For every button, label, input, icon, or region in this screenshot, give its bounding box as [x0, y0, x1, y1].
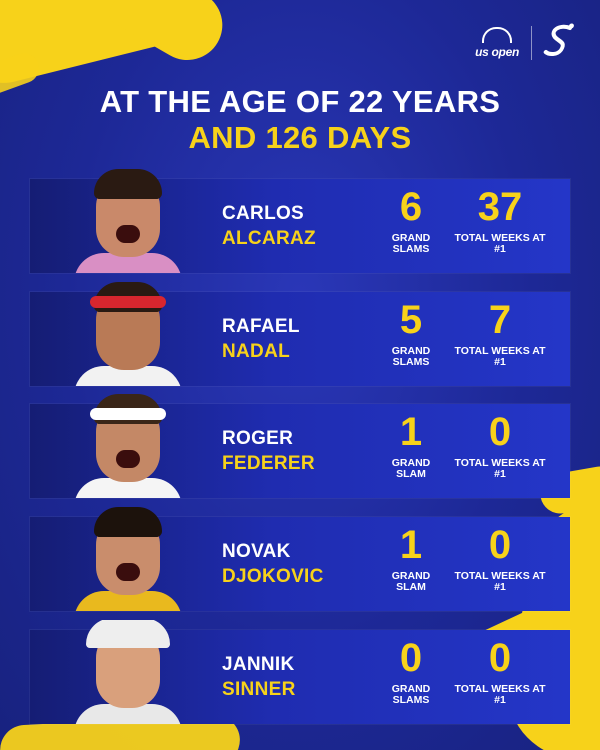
player-photo — [68, 620, 188, 724]
grand-slams-value: 5 — [399, 298, 423, 342]
cap — [86, 620, 170, 648]
grand-slams-value: 0 — [399, 636, 423, 680]
grand-slams-stat: 0 GRAND SLAMS — [378, 636, 444, 706]
tennis-ball-icon — [482, 27, 513, 43]
player-last-name: FEDERER — [222, 453, 315, 474]
player-card-djokovic: NOVAK DJOKOVIC 1 GRAND SLAM 0 TOTAL WEEK… — [30, 507, 570, 611]
weeks-at-1-stat: 0 TOTAL WEEKS AT #1 — [450, 636, 550, 706]
player-card-federer: ROGER FEDERER 1 GRAND SLAM 0 TOTAL WEEKS… — [30, 394, 570, 498]
player-photo — [68, 394, 188, 498]
grand-slams-stat: 1 GRAND SLAM — [378, 523, 444, 593]
us-open-logo: us open — [475, 27, 519, 59]
weeks-at-1-label: TOTAL WEEKS AT #1 — [454, 570, 546, 593]
player-first-name: RAFAEL — [222, 316, 300, 337]
grand-slams-stat: 6 GRAND SLAMS — [378, 185, 444, 255]
weeks-at-1-stat: 0 TOTAL WEEKS AT #1 — [450, 410, 550, 480]
weeks-at-1-label: TOTAL WEEKS AT #1 — [454, 345, 546, 368]
grand-slams-label: GRAND SLAM — [391, 570, 431, 593]
player-first-name: JANNIK — [222, 654, 295, 675]
player-last-name: ALCARAZ — [222, 228, 316, 249]
player-first-name: ROGER — [222, 428, 294, 449]
player-first-name: CARLOS — [222, 203, 305, 224]
grand-slams-stat: 5 GRAND SLAMS — [378, 298, 444, 368]
weeks-at-1-stat: 7 TOTAL WEEKS AT #1 — [450, 298, 550, 368]
logo-bar: us open — [475, 22, 574, 64]
player-card-sinner: JANNIK SINNER 0 GRAND SLAMS 0 TOTAL WEEK… — [30, 620, 570, 724]
grand-slams-value: 6 — [399, 185, 423, 229]
player-card-alcaraz: CARLOS ALCARAZ 6 GRAND SLAMS 37 TOTAL WE… — [30, 169, 570, 273]
logo-divider — [531, 26, 532, 60]
player-name: ROGER FEDERER — [222, 426, 315, 476]
player-photo — [68, 507, 188, 611]
weeks-at-1-label: TOTAL WEEKS AT #1 — [454, 457, 546, 480]
weeks-at-1-label: TOTAL WEEKS AT #1 — [454, 683, 546, 706]
supersport-logo-icon — [541, 22, 577, 64]
grand-slams-label: GRAND SLAM — [391, 457, 431, 480]
weeks-at-1-value: 37 — [477, 185, 523, 229]
grand-slams-label: GRAND SLAMS — [391, 683, 431, 706]
weeks-at-1-label: TOTAL WEEKS AT #1 — [454, 232, 546, 255]
weeks-at-1-value: 0 — [488, 523, 512, 567]
player-name: NOVAK DJOKOVIC — [222, 539, 324, 589]
weeks-at-1-value: 0 — [488, 410, 512, 454]
headline-line-2: AND 126 DAYS — [188, 120, 412, 155]
grand-slams-label: GRAND SLAMS — [391, 345, 431, 368]
weeks-at-1-stat: 0 TOTAL WEEKS AT #1 — [450, 523, 550, 593]
player-photo — [68, 169, 188, 273]
us-open-logo-text: us open — [475, 45, 519, 59]
player-last-name: NADAL — [222, 341, 290, 362]
grand-slams-label: GRAND SLAMS — [391, 232, 431, 255]
player-name: RAFAEL NADAL — [222, 314, 300, 364]
headline-line-1: AT THE AGE OF 22 YEARS — [99, 84, 501, 119]
player-card-nadal: RAFAEL NADAL 5 GRAND SLAMS 7 TOTAL WEEKS… — [30, 282, 570, 386]
grand-slams-stat: 1 GRAND SLAM — [378, 410, 444, 480]
player-name: CARLOS ALCARAZ — [222, 201, 316, 251]
weeks-at-1-stat: 37 TOTAL WEEKS AT #1 — [450, 185, 550, 255]
grand-slams-value: 1 — [399, 523, 423, 567]
player-last-name: DJOKOVIC — [222, 566, 324, 587]
grand-slams-value: 1 — [399, 410, 423, 454]
player-name: JANNIK SINNER — [222, 652, 296, 702]
player-last-name: SINNER — [222, 679, 296, 700]
player-first-name: NOVAK — [222, 541, 291, 562]
weeks-at-1-value: 7 — [488, 298, 512, 342]
weeks-at-1-value: 0 — [488, 636, 512, 680]
player-photo — [68, 282, 188, 386]
